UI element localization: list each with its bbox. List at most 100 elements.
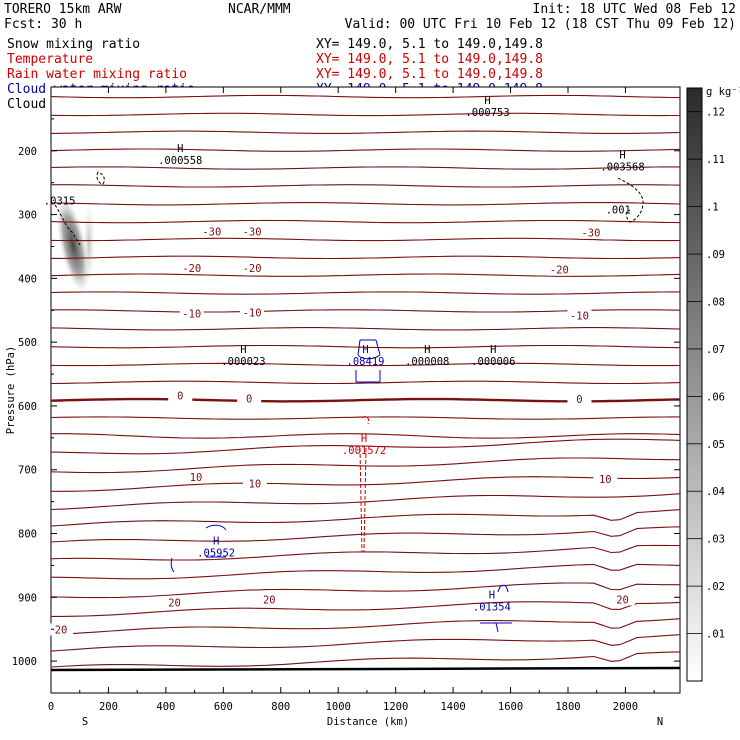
isotherm — [50, 94, 681, 99]
isotherm — [50, 130, 681, 134]
isotherm — [50, 380, 681, 385]
max-marker: H — [424, 344, 430, 356]
max-value: .08419 — [347, 356, 385, 368]
max-value: .001572 — [342, 445, 386, 457]
max-value: .01354 — [473, 602, 511, 614]
plot-frame — [50, 86, 681, 694]
isotherm — [50, 582, 680, 599]
x-tick-label: 0 — [48, 701, 54, 713]
temp-label-bg — [240, 261, 265, 274]
x-tick-label: 600 — [214, 701, 233, 713]
max-marker: H — [240, 344, 246, 356]
max-marker: H — [177, 143, 183, 155]
xy-range: XY= 149.0, 5.1 to 149.0,149.8 — [316, 37, 543, 52]
colorbar-label: .11 — [706, 154, 725, 166]
north-label: N — [657, 716, 663, 728]
isotherm — [50, 526, 681, 543]
temp-label-bg — [240, 225, 265, 238]
isotherm — [50, 291, 680, 295]
colorbar: g kg⁻¹ .01 .02 .03 .04 .05 .06 .07 .08 .09 .1 .11.… — [686, 86, 740, 682]
temp-label: 20 — [263, 595, 276, 607]
isotherm — [50, 544, 681, 561]
ground-surface-line — [50, 666, 681, 672]
temp-label-bg — [49, 623, 74, 636]
isotherm — [50, 651, 681, 668]
temp-label: -20 — [182, 263, 201, 275]
temp-label: -30 — [243, 226, 262, 238]
temp-label: 0 — [246, 394, 252, 406]
colorbar-label: .02 — [706, 581, 725, 593]
mixing-ratio-contours — [54, 171, 644, 633]
y-axis-label: Pressure (hPa) — [5, 346, 17, 435]
temp-label: 10 — [599, 474, 612, 486]
x-tick-label: 800 — [271, 701, 290, 713]
temp-label: 10 — [190, 472, 203, 484]
xy-range: XY= 149.0, 5.1 to 149.0,149.8 — [316, 67, 543, 82]
max-marker: H — [489, 590, 495, 602]
isotherm — [51, 255, 681, 260]
temp-label: -10 — [182, 309, 201, 321]
field-name: Temperature — [7, 52, 93, 67]
x-tick-label: 1600 — [498, 701, 523, 713]
colorbar-label: .12 — [706, 107, 725, 119]
temp-label-bg — [199, 225, 224, 238]
temp-label-bg — [567, 309, 592, 322]
model-title: TORERO 15km ARW — [4, 2, 122, 17]
temp-label: 20 — [168, 598, 181, 610]
isotherm — [51, 433, 681, 439]
isotherm — [50, 634, 681, 652]
max-value: .000753 — [465, 107, 509, 119]
temp-label-bg — [242, 477, 267, 490]
isotherm — [50, 237, 681, 242]
max-marker: H — [484, 95, 490, 107]
field-annotations: -30 -30 -30 -20 -20 -20 -10 -10 -10 0 0 0 10 10 10 20 20… — [44, 95, 645, 636]
temp-label-bg — [547, 263, 572, 276]
isotherm — [50, 112, 680, 117]
isotherm — [50, 362, 681, 367]
x-tick-label: 1200 — [383, 701, 408, 713]
temp-label-bg — [162, 596, 187, 609]
valid-time: Valid: 00 UTC Fri 10 Feb 12 (18 CST Thu … — [345, 17, 736, 32]
center-title: NCAR/MMM — [228, 2, 291, 17]
isotherm — [50, 509, 681, 527]
temp-label: 0 — [576, 394, 582, 406]
y-tick-label: 200 — [18, 146, 37, 158]
y-tick-label: 400 — [18, 273, 37, 285]
y-tick-label: 700 — [18, 465, 37, 477]
x-tick-label: 1800 — [555, 701, 580, 713]
temp-label: -30 — [202, 226, 221, 238]
temp-label: -20 — [550, 265, 569, 277]
temp-label: -20 — [243, 263, 262, 275]
south-label: S — [82, 716, 88, 728]
temp-label: -10 — [243, 307, 262, 319]
temp-label-bg — [593, 472, 618, 485]
max-marker: H — [361, 433, 367, 445]
temp-label-bg — [610, 593, 635, 606]
temp-label-bg — [257, 593, 282, 606]
init-time: Init: 18 UTC Wed 08 Feb 12 — [533, 2, 737, 17]
temp-label: -30 — [581, 228, 600, 240]
colorbar-label: .06 — [706, 391, 725, 403]
isotherm — [50, 618, 681, 636]
temp-label-bg — [184, 471, 209, 484]
field-name: Snow mixing ratio — [7, 37, 140, 52]
temperature-contours — [50, 94, 681, 668]
temp-label-bg — [578, 226, 603, 239]
max-value: .000006 — [471, 356, 515, 368]
colorbar-label: .03 — [706, 534, 725, 546]
contour-label: .0315 — [44, 196, 76, 208]
contour-label: .001 — [606, 204, 631, 216]
max-marker: H — [490, 344, 496, 356]
forecast-hour: Fcst: 30 h — [4, 17, 82, 32]
temp-label: 10 — [249, 478, 262, 490]
y-tick-label: 600 — [18, 401, 37, 413]
colorbar-label: .08 — [706, 296, 725, 308]
isotherm — [50, 438, 681, 455]
x-tick-label: 2000 — [613, 701, 638, 713]
colorbar-label: .05 — [706, 439, 725, 451]
temp-label-bg — [179, 307, 204, 320]
y-tick-label: 500 — [18, 337, 37, 349]
temp-label-bg — [567, 393, 592, 406]
